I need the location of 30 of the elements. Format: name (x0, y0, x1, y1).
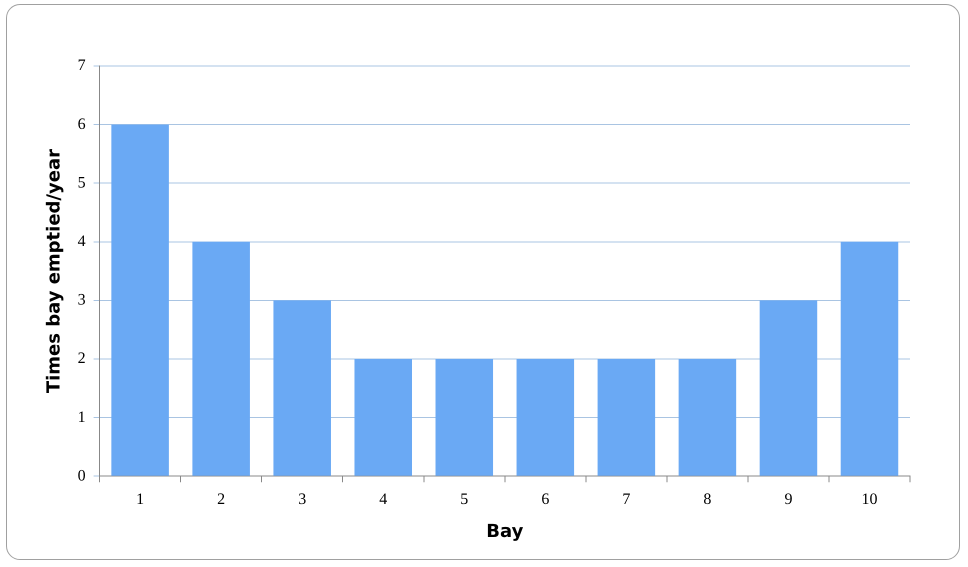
bar (678, 359, 736, 476)
x-tick-label: 6 (541, 491, 550, 508)
x-axis-title: Bay (486, 520, 524, 542)
x-tick-label: 1 (136, 491, 144, 508)
y-tick-label: 1 (78, 408, 86, 426)
bar (840, 242, 898, 476)
bar (516, 359, 574, 476)
bar (760, 300, 818, 476)
y-tick-label: 7 (78, 57, 86, 74)
bar (354, 359, 412, 476)
y-tick-label: 2 (78, 350, 86, 368)
x-tick-label: 10 (861, 491, 878, 508)
x-tick-label: 3 (298, 491, 306, 508)
x-tick-label: 2 (217, 491, 226, 508)
x-tick-label: 4 (379, 491, 388, 508)
bar (598, 359, 656, 476)
x-tick-label: 5 (460, 491, 468, 508)
x-tick-label: 8 (703, 491, 712, 508)
bar (273, 300, 331, 476)
x-tick-label: 9 (784, 491, 792, 508)
x-tick-label: 7 (622, 491, 630, 508)
bar (111, 124, 169, 476)
y-axis-title: Times bay emptied/year (43, 148, 64, 394)
y-tick-label: 6 (78, 116, 86, 133)
y-tick-label: 5 (78, 174, 86, 192)
bar (436, 359, 494, 476)
y-tick-label: 0 (78, 467, 86, 484)
y-tick-label: 4 (78, 233, 86, 250)
bar (192, 242, 250, 476)
y-tick-label: 3 (78, 292, 86, 309)
